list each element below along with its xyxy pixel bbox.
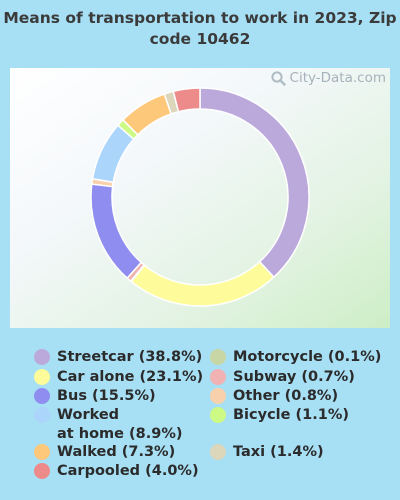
- magnifier-icon: [270, 71, 286, 86]
- slice-carpooled: [172, 87, 201, 113]
- slice-bus: [90, 183, 143, 280]
- slice-car-alone: [130, 260, 275, 307]
- watermark-text: City-Data.com: [289, 70, 386, 86]
- chart-title: Means of transportation to work in 2023,…: [3, 9, 397, 48]
- watermark: City-Data.com: [270, 70, 386, 86]
- slice-streetcar: [199, 87, 310, 279]
